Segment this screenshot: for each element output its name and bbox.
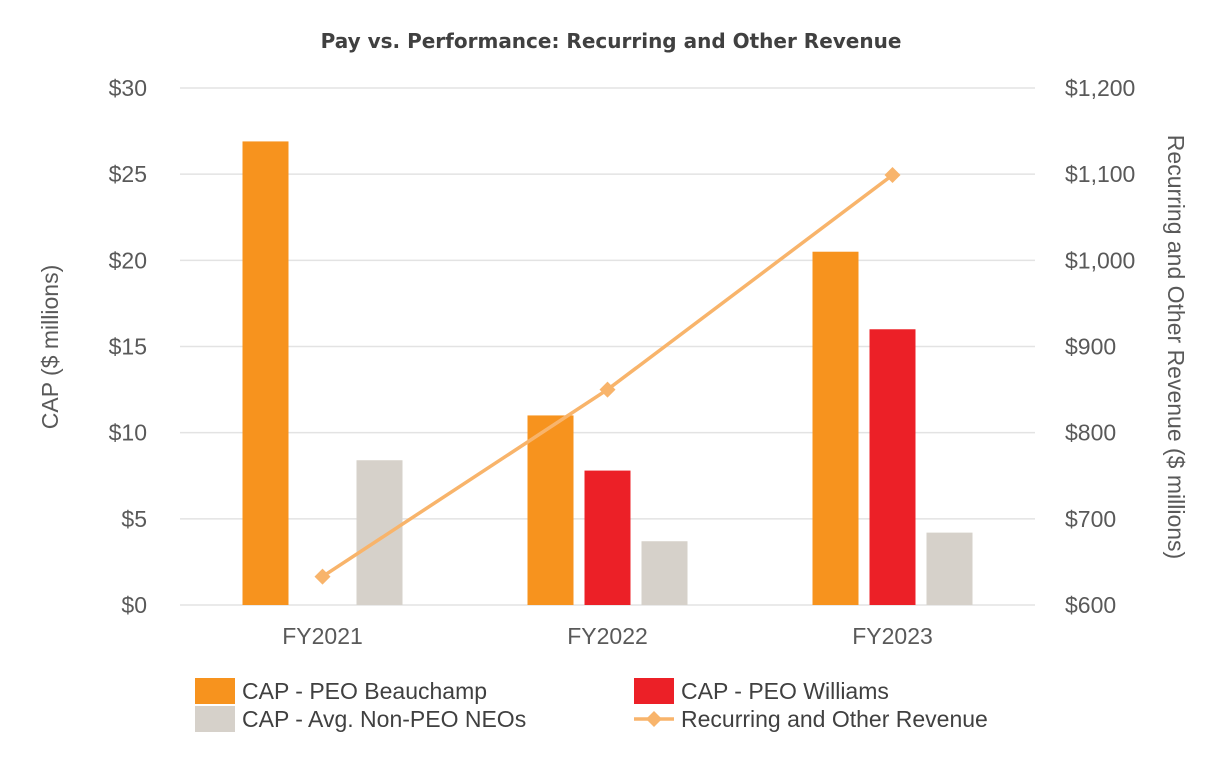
- y-tick-right: $800: [1065, 420, 1116, 446]
- y-tick-right: $1,000: [1065, 247, 1135, 273]
- x-axis-ticks: FY2021 FY2022 FY2023: [282, 623, 933, 649]
- bars: [242, 141, 973, 605]
- y-tick-right: $1,100: [1065, 161, 1135, 187]
- revenue-line: [314, 167, 901, 585]
- bar: [356, 460, 403, 605]
- y-tick-left: $10: [109, 420, 147, 446]
- y-tick-left: $5: [121, 506, 147, 532]
- x-tick: FY2022: [567, 623, 648, 649]
- legend-label: CAP - Avg. Non-PEO NEOs: [242, 706, 526, 732]
- legend-label: CAP - PEO Beauchamp: [242, 678, 487, 704]
- y-tick-left: $25: [109, 161, 147, 187]
- legend-marker: [646, 711, 662, 727]
- y-tick-right: $600: [1065, 592, 1116, 618]
- x-tick: FY2023: [852, 623, 933, 649]
- legend-label: CAP - PEO Williams: [681, 678, 889, 704]
- x-tick: FY2021: [282, 623, 363, 649]
- bar: [869, 329, 916, 605]
- y-tick-right: $1,200: [1065, 75, 1135, 101]
- bar: [812, 251, 859, 605]
- y-axis-right-ticks: $600 $700 $800 $900 $1,000 $1,100 $1,200: [1065, 75, 1135, 618]
- line-point: [884, 167, 901, 184]
- y-tick-left: $20: [109, 247, 147, 273]
- legend-swatch: [634, 678, 674, 704]
- y-tick-right: $700: [1065, 506, 1116, 532]
- y-axis-right-label: Recurring and Other Revenue ($ millions): [1163, 135, 1189, 559]
- gridlines: [180, 87, 1035, 606]
- bar: [527, 415, 574, 605]
- y-tick-left: $0: [121, 592, 147, 618]
- legend-swatch: [195, 706, 235, 732]
- bar: [584, 470, 631, 605]
- line-point: [599, 381, 616, 398]
- bar: [926, 532, 973, 605]
- chart-title: Pay vs. Performance: Recurring and Other…: [321, 29, 902, 53]
- y-tick-left: $15: [109, 334, 147, 360]
- y-axis-left-ticks: $0 $5 $10 $15 $20 $25 $30: [109, 75, 147, 618]
- bar: [641, 541, 688, 605]
- legend-label: Recurring and Other Revenue: [681, 706, 988, 732]
- y-tick-right: $900: [1065, 334, 1116, 360]
- bar: [242, 141, 289, 605]
- y-tick-left: $30: [109, 75, 147, 101]
- legend: CAP - PEO Beauchamp CAP - PEO Williams CAP…: [195, 678, 988, 732]
- legend-swatch: [195, 678, 235, 704]
- line-point: [314, 568, 331, 585]
- y-axis-left-label: CAP ($ millions): [37, 265, 63, 429]
